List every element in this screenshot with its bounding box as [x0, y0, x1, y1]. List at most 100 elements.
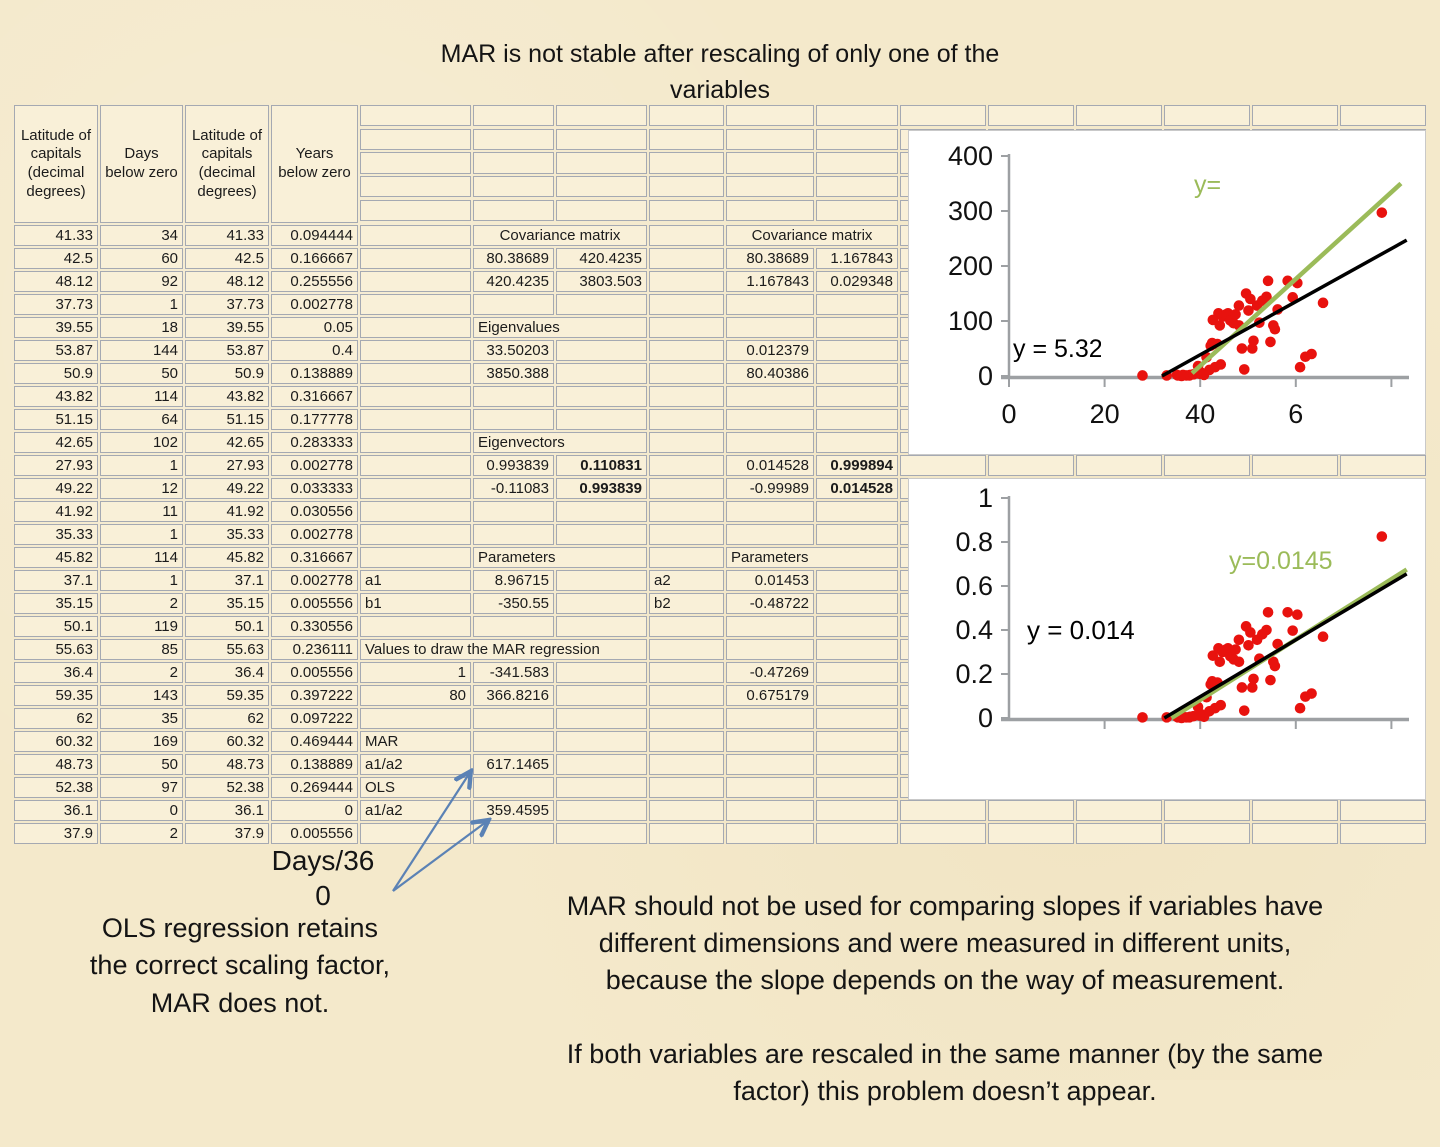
- scatter-point: [1245, 293, 1256, 305]
- axis-tick-label: 0.6: [955, 571, 993, 601]
- spreadsheet-cell: [556, 777, 647, 798]
- spreadsheet-cell: 0.330556: [271, 616, 358, 637]
- spreadsheet-cell: Covariance matrix: [473, 225, 647, 246]
- spreadsheet-cell: [360, 409, 471, 430]
- spreadsheet-cell: OLS: [360, 777, 471, 798]
- spreadsheet-cell: [649, 639, 724, 660]
- spreadsheet-cell: [473, 616, 554, 637]
- spreadsheet-cell: [649, 317, 724, 338]
- spreadsheet-cell: [649, 547, 724, 568]
- scatter-chart-2: 1 0.8 0.6 0.4 0.2 0 y=0.0145 y = 0.014: [908, 478, 1426, 800]
- spreadsheet-cell: 0.002778: [271, 455, 358, 476]
- spreadsheet-cell: [1340, 800, 1426, 821]
- scatter-point: [1292, 609, 1303, 621]
- spreadsheet-cell: [726, 199, 814, 222]
- axis-tick-label: 100: [948, 306, 993, 336]
- spreadsheet-cell: [900, 105, 986, 127]
- spreadsheet-cell: [649, 501, 724, 522]
- spreadsheet-cell: [360, 524, 471, 545]
- spreadsheet-cell: [556, 386, 647, 407]
- spreadsheet-cell: [556, 176, 647, 198]
- spreadsheet-cell: a2: [649, 570, 724, 591]
- spreadsheet-cell: [649, 731, 724, 752]
- spreadsheet-cell: 35.33: [14, 524, 98, 545]
- spreadsheet-cell: [360, 176, 471, 198]
- spreadsheet-cell: [1164, 823, 1250, 844]
- spreadsheet-cell: [1076, 455, 1162, 476]
- spreadsheet-cell: Parameters: [473, 547, 647, 568]
- mar-regression-line: [1190, 181, 1403, 375]
- scatter-point: [1238, 705, 1250, 716]
- spreadsheet-cell: 12: [100, 478, 183, 499]
- spreadsheet-cell: -0.48722: [726, 593, 814, 614]
- spreadsheet-cell: 1.167843: [816, 248, 898, 269]
- spreadsheet-cell: 0.002778: [271, 570, 358, 591]
- spreadsheet-cell: [1076, 823, 1162, 844]
- spreadsheet-cell: [556, 524, 647, 545]
- ols-regression-line: [1163, 572, 1408, 720]
- spreadsheet-cell: [726, 823, 814, 844]
- scatter-point: [1248, 335, 1259, 347]
- spreadsheet-cell: 144: [100, 340, 183, 361]
- spreadsheet-cell: [649, 271, 724, 292]
- spreadsheet-cell: [816, 823, 898, 844]
- spreadsheet-cell: [556, 616, 647, 637]
- spreadsheet-cell: 0.002778: [271, 524, 358, 545]
- spreadsheet-cell: 92: [100, 271, 183, 292]
- axis-tick-label: 300: [948, 196, 993, 226]
- spreadsheet-cell: 0.002778: [271, 294, 358, 315]
- spreadsheet-cell: [473, 386, 554, 407]
- spreadsheet-cell: [900, 455, 986, 476]
- spreadsheet-cell: 52.38: [185, 777, 269, 798]
- spreadsheet-cell: [1252, 455, 1338, 476]
- spreadsheet-cell: [726, 176, 814, 198]
- spreadsheet-cell: 48.12: [185, 271, 269, 292]
- spreadsheet-cell: [649, 823, 724, 844]
- axis-tick-label: 0.4: [955, 615, 993, 645]
- spreadsheet-cell: [1252, 105, 1338, 127]
- spreadsheet-cell: 35.15: [185, 593, 269, 614]
- spreadsheet-cell: 2: [100, 823, 183, 844]
- spreadsheet-cell: 11: [100, 501, 183, 522]
- axis-tick-label: 0.2: [955, 659, 993, 689]
- spreadsheet-cell: 0.097222: [271, 708, 358, 729]
- spreadsheet-cell: 0.236111: [271, 639, 358, 660]
- spreadsheet-cell: [556, 128, 647, 150]
- spreadsheet-cell: [726, 524, 814, 545]
- spreadsheet-cell: [726, 708, 814, 729]
- spreadsheet-cell: [816, 639, 898, 660]
- spreadsheet-cell: 0.110831: [556, 455, 647, 476]
- spreadsheet-cell: 37.1: [185, 570, 269, 591]
- spreadsheet-cell: [649, 616, 724, 637]
- scatter-point: [1247, 682, 1258, 693]
- spreadsheet-cell: 36.4: [14, 662, 98, 683]
- spreadsheet-cell: 41.33: [14, 225, 98, 246]
- spreadsheet-cell: [1252, 800, 1338, 821]
- days-360-label: Days/36 0: [271, 845, 375, 911]
- column-header-cell: Years below zero: [271, 105, 358, 223]
- spreadsheet-cell: 80.38689: [473, 248, 554, 269]
- spreadsheet-cell: 80: [360, 685, 471, 706]
- spreadsheet-cell: 0.138889: [271, 754, 358, 775]
- spreadsheet-cell: [726, 777, 814, 798]
- spreadsheet-cell: [473, 105, 554, 127]
- spreadsheet-cell: -341.583: [473, 662, 554, 683]
- spreadsheet-cell: [649, 105, 724, 127]
- spreadsheet-cell: 0.01453: [726, 570, 814, 591]
- slide-title: MAR is not stable after rescaling of onl…: [440, 40, 1000, 105]
- spreadsheet-cell: Covariance matrix: [726, 225, 898, 246]
- scatter-point: [1214, 320, 1226, 331]
- scatter-point: [1194, 710, 1206, 721]
- spreadsheet-cell: 36.4: [185, 662, 269, 683]
- spreadsheet-cell: [900, 823, 986, 844]
- spreadsheet-cell: 60.32: [14, 731, 98, 752]
- spreadsheet-cell: a1: [360, 570, 471, 591]
- spreadsheet-cell: [556, 754, 647, 775]
- spreadsheet-cell: [556, 294, 647, 315]
- scatter-point: [1245, 627, 1256, 638]
- spreadsheet-cell: 0.675179: [726, 685, 814, 706]
- spreadsheet-cell: 49.22: [185, 478, 269, 499]
- spreadsheet-cell: [360, 271, 471, 292]
- spreadsheet-cell: 35.15: [14, 593, 98, 614]
- spreadsheet-cell: [726, 152, 814, 174]
